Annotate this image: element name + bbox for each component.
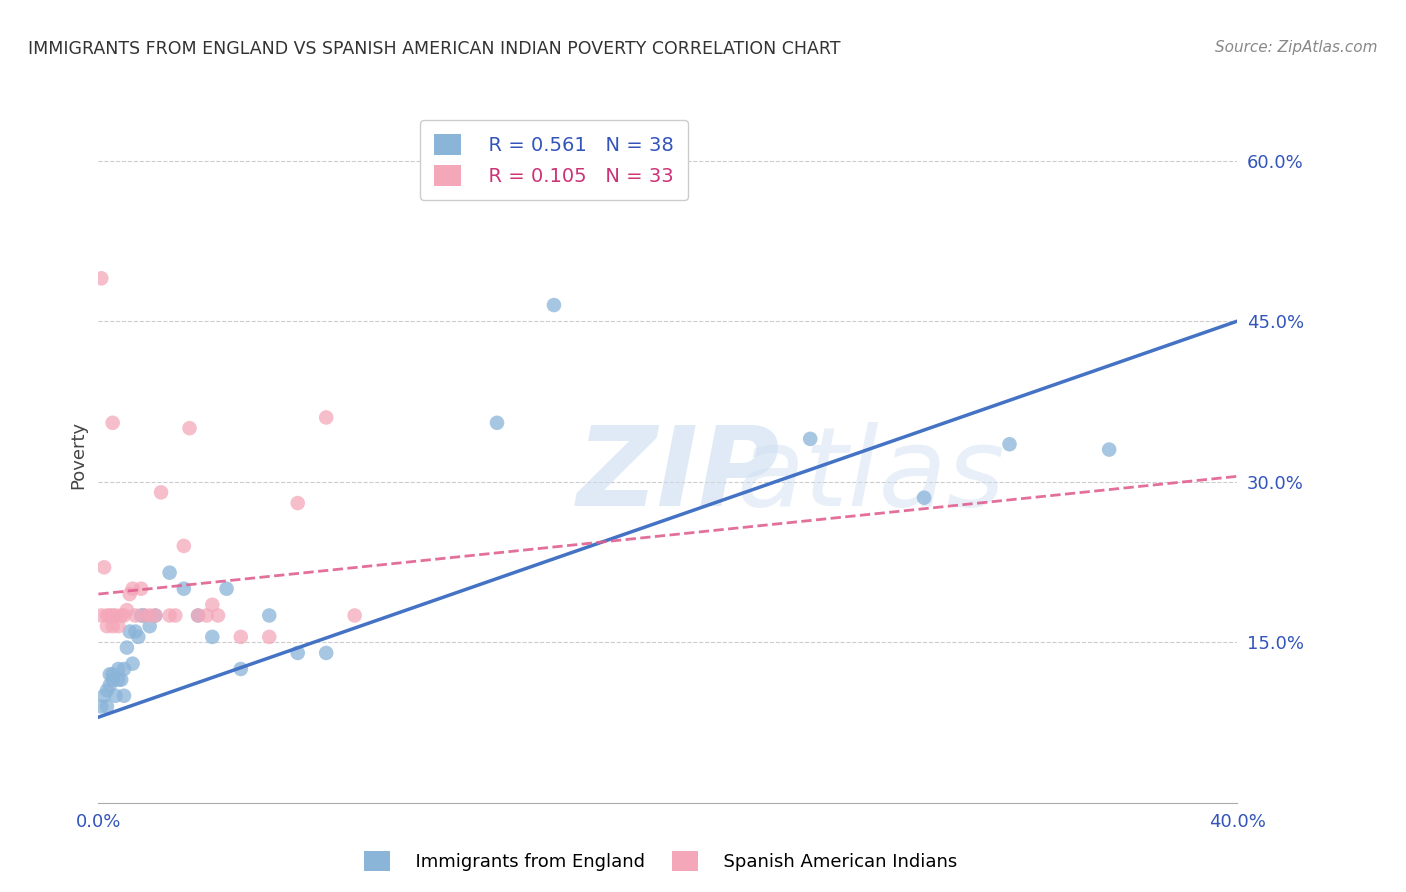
Point [145,608,167,623]
Point [107,619,129,633]
Text: IMMIGRANTS FROM ENGLAND VS SPANISH AMERICAN INDIAN POVERTY CORRELATION CHART: IMMIGRANTS FROM ENGLAND VS SPANISH AMERI… [28,40,841,58]
Point [112,689,135,703]
Point [107,673,129,687]
Point [173,539,195,553]
Point [215,582,238,596]
Point [543,298,565,312]
Point [93,689,115,703]
Point [486,416,509,430]
Point [179,421,201,435]
Legend:   R = 0.561   N = 38,   R = 0.105   N = 33: R = 0.561 N = 38, R = 0.105 N = 33 [420,120,688,200]
Point [124,624,146,639]
Point [104,689,127,703]
Y-axis label: Poverty: Poverty [69,421,87,489]
Point [799,432,821,446]
Point [115,640,138,655]
Point [101,416,124,430]
Point [118,587,141,601]
Point [229,630,252,644]
Point [96,683,118,698]
Point [127,630,149,644]
Point [96,608,118,623]
Point [96,699,118,714]
Point [201,598,224,612]
Point [145,608,167,623]
Point [112,662,135,676]
Point [129,608,152,623]
Point [165,608,187,623]
Point [201,630,224,644]
Point [107,662,129,676]
Point [124,608,146,623]
Text: Source: ZipAtlas.com: Source: ZipAtlas.com [1215,40,1378,55]
Point [207,608,229,623]
Point [159,608,181,623]
Point [138,619,160,633]
Point [115,603,138,617]
Point [98,678,121,692]
Point [173,582,195,596]
Point [121,657,143,671]
Point [112,608,135,623]
Point [229,662,252,676]
Point [121,582,143,596]
Point [138,608,160,623]
Point [287,496,309,510]
Point [101,673,124,687]
Point [912,491,935,505]
Point [315,410,337,425]
Point [90,271,112,285]
Point [93,560,115,574]
Point [101,667,124,681]
Point [98,608,121,623]
Point [101,608,124,623]
Text: atlas: atlas [737,422,1005,529]
Point [187,608,209,623]
Point [287,646,309,660]
Legend:   Immigrants from England,   Spanish American Indians: Immigrants from England, Spanish America… [357,844,965,879]
Point [159,566,181,580]
Point [195,608,218,623]
Point [98,667,121,681]
Point [259,630,281,644]
Point [1098,442,1121,457]
Text: ZIP: ZIP [576,422,780,529]
Point [90,608,112,623]
Point [110,608,132,623]
Point [343,608,366,623]
Point [998,437,1021,451]
Point [259,608,281,623]
Point [150,485,173,500]
Point [96,619,118,633]
Point [104,608,127,623]
Point [110,673,132,687]
Point [315,646,337,660]
Point [118,624,141,639]
Point [132,608,155,623]
Point [132,608,155,623]
Point [90,699,112,714]
Point [101,619,124,633]
Point [187,608,209,623]
Point [129,582,152,596]
